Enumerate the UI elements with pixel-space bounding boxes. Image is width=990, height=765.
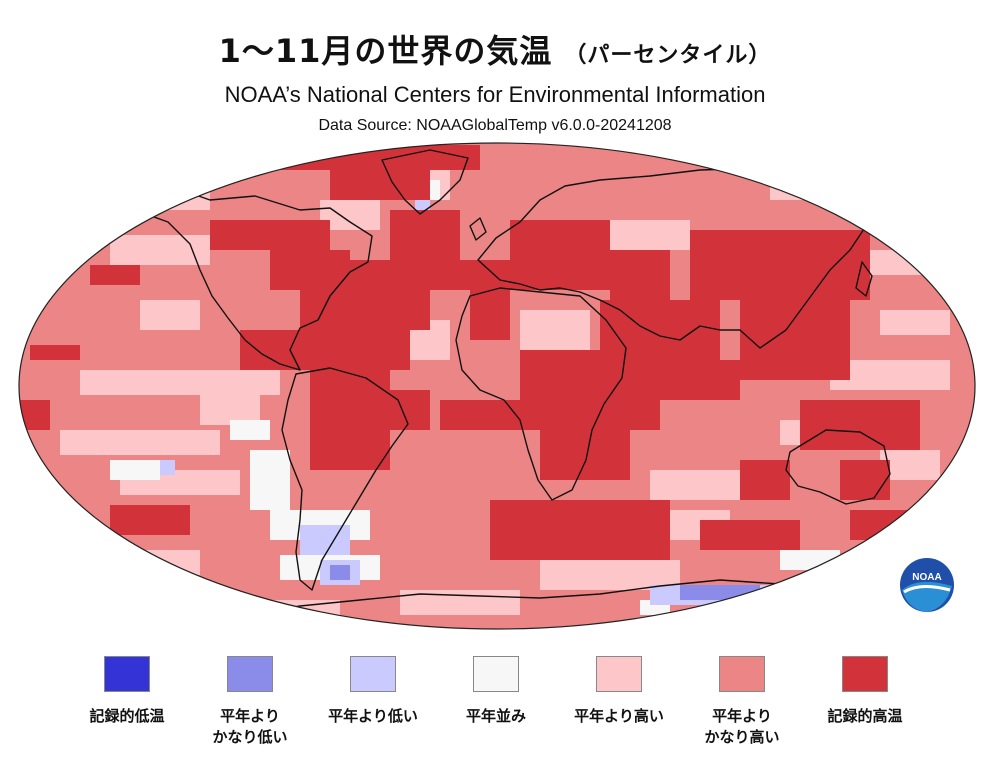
- australia-outline: [785, 429, 891, 505]
- legend-item-much-warmer: 平年より かなり高い: [677, 656, 807, 748]
- map-fill-layer: [19, 143, 975, 629]
- greenland-outline: [381, 149, 469, 215]
- organization-line: NOAA’s National Centers for Environmenta…: [224, 82, 766, 107]
- legend-item-record-cold: 記録的低温: [62, 656, 192, 727]
- legend-swatch: [596, 656, 642, 692]
- title-main: 1〜11月の世界の気温: [218, 32, 553, 70]
- legend-label: 記録的低温: [89, 707, 165, 725]
- legend-item-much-cooler: 平年より かなり低い: [185, 656, 315, 748]
- legend-label: 平年より かなり低い: [212, 707, 288, 746]
- noaa-logo-icon: NOAA: [900, 558, 954, 612]
- legend-label: 記録的高温: [827, 707, 903, 725]
- legend-swatch: [473, 656, 519, 692]
- japan-outline: [855, 261, 873, 297]
- antarctica-outline: [229, 579, 801, 629]
- eurasia-outline: [477, 167, 871, 349]
- globe-border: [18, 142, 976, 630]
- legend-label: 平年より かなり高い: [704, 707, 780, 746]
- legend-label: 平年より高い: [574, 707, 664, 725]
- legend-item-record-warm: 記録的高温: [800, 656, 930, 727]
- legend-swatch: [842, 656, 888, 692]
- legend-swatch: [719, 656, 765, 692]
- continent-outlines: [129, 149, 891, 629]
- south-america-outline: [281, 367, 409, 591]
- title-suffix: （パーセンタイル）: [564, 43, 772, 68]
- record-warm-regions: [20, 145, 920, 560]
- legend-swatch: [227, 656, 273, 692]
- uk-outline: [469, 217, 487, 241]
- legend-swatch: [350, 656, 396, 692]
- legend-label: 平年並み: [465, 707, 526, 725]
- legend-label: 平年より低い: [328, 707, 418, 725]
- legend-item-near-average: 平年並み: [431, 656, 561, 727]
- noaa-logo-text: NOAA: [912, 572, 941, 583]
- legend-item-warmer: 平年より高い: [554, 656, 684, 727]
- north-america-outline: [129, 185, 373, 371]
- legend-swatch: [104, 656, 150, 692]
- page-title: 1〜11月の世界の気温 （パーセンタイル）: [0, 26, 990, 72]
- africa-outline: [455, 287, 627, 501]
- legend-item-cooler: 平年より低い: [308, 656, 438, 727]
- data-source-line: Data Source: NOAAGlobalTemp v6.0.0-20241…: [318, 117, 672, 134]
- legend: 記録的低温 平年より かなり低い 平年より低い 平年並み 平年より高い 平年より…: [62, 656, 962, 756]
